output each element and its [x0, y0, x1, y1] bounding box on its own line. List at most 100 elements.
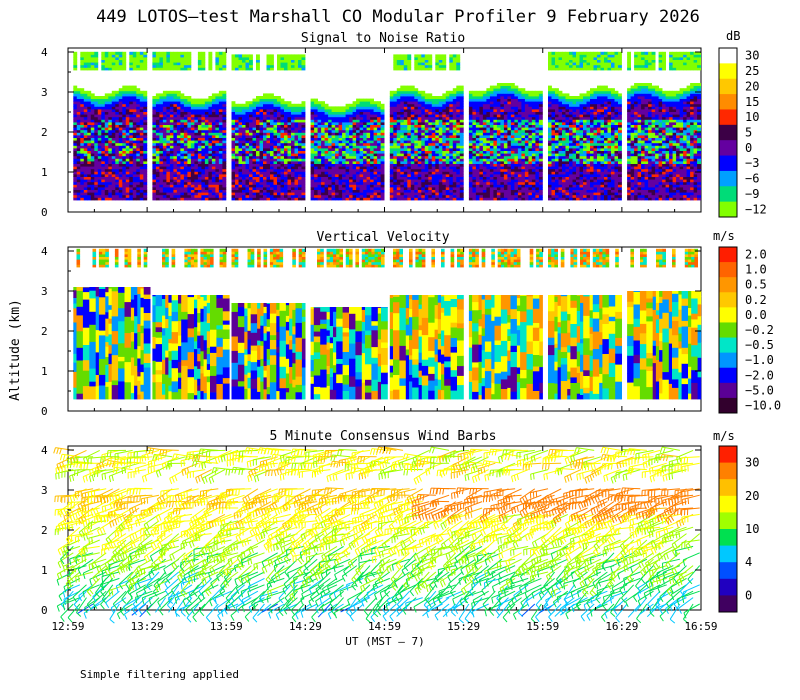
- snr-cell: [331, 122, 336, 125]
- snr-cell: [456, 197, 461, 201]
- snr-cell: [349, 111, 353, 115]
- snr-cell: [90, 135, 95, 138]
- snr-cell: [331, 158, 336, 162]
- snr-cell: [366, 137, 371, 141]
- snr-cell: [83, 163, 88, 167]
- snr-cell: [97, 135, 102, 138]
- snr-cell: [76, 168, 81, 172]
- snr-cell: [459, 114, 464, 118]
- snr-cell: [410, 161, 415, 164]
- snr-cell: [345, 119, 350, 123]
- snr-cell: [166, 64, 171, 68]
- snr-cell: [152, 145, 157, 149]
- snr-cell: [136, 124, 141, 128]
- snr-cell: [183, 116, 188, 120]
- snr-cell: [187, 176, 192, 180]
- snr-cell: [356, 127, 360, 131]
- snr-cell: [180, 161, 185, 164]
- snr-cell: [94, 59, 99, 63]
- snr-cell: [352, 174, 357, 177]
- snr-cell: [421, 163, 426, 167]
- snr-cell: [76, 106, 81, 110]
- snr-cell: [256, 98, 260, 102]
- snr-cell: [101, 103, 106, 107]
- snr-cell: [338, 111, 343, 115]
- snr-cell: [242, 109, 246, 112]
- snr-cell: [277, 101, 281, 105]
- snr-cell: [132, 148, 137, 151]
- snr-cell: [407, 176, 412, 180]
- snr-cell: [139, 197, 144, 201]
- snr-cell: [284, 119, 288, 123]
- snr-cell: [194, 174, 199, 177]
- snr-cell: [380, 150, 385, 154]
- snr-cell: [359, 129, 364, 133]
- snr-cell: [287, 189, 292, 193]
- snr-cell: [129, 93, 134, 97]
- snr-cell: [472, 142, 477, 146]
- snr-cell: [291, 158, 295, 162]
- snr-cell: [139, 179, 144, 183]
- snr-cell: [104, 54, 109, 58]
- snr-cell: [129, 155, 134, 159]
- snr-cell: [129, 158, 134, 162]
- snr-cell: [349, 150, 353, 154]
- snr-cell: [479, 161, 484, 164]
- snr-cell: [235, 153, 239, 157]
- snr-cell: [452, 163, 457, 167]
- snr-cell: [259, 148, 264, 151]
- snr-cell: [125, 174, 130, 177]
- snr-cell: [166, 176, 171, 180]
- snr-cell: [370, 142, 374, 146]
- snr-cell: [445, 106, 450, 110]
- snr-cell: [101, 197, 106, 201]
- snr-cell: [197, 181, 202, 185]
- snr-cell: [393, 132, 398, 136]
- snr-cell: [73, 114, 78, 118]
- snr-cell: [169, 101, 174, 105]
- snr-cell: [277, 124, 281, 128]
- snr-cell: [468, 179, 473, 183]
- snr-cell: [215, 122, 220, 125]
- snr-cell: [83, 62, 88, 66]
- snr-cell: [314, 194, 318, 198]
- snr-cell: [356, 161, 360, 164]
- snr-cell: [97, 137, 102, 141]
- snr-cell: [115, 67, 120, 71]
- snr-cell: [342, 150, 346, 154]
- snr-cell: [162, 194, 167, 198]
- snr-cell: [424, 189, 429, 193]
- snr-cell: [414, 197, 419, 201]
- snr-cell: [111, 197, 116, 201]
- snr-cell: [431, 158, 436, 162]
- snr-cell: [87, 194, 92, 198]
- snr-cell: [356, 187, 360, 190]
- snr-cell: [259, 101, 264, 105]
- snr-cell: [468, 153, 473, 157]
- snr-cell: [442, 132, 447, 136]
- snr-cell: [183, 54, 188, 58]
- snr-cell: [468, 103, 473, 107]
- snr-cell: [94, 163, 99, 167]
- snr-cell: [438, 153, 443, 157]
- snr-cell: [159, 127, 164, 131]
- snr-cell: [449, 158, 454, 162]
- snr-cell: [421, 122, 426, 125]
- snr-cell: [291, 148, 295, 151]
- snr-cell: [475, 171, 480, 175]
- snr-cell: [194, 161, 199, 164]
- snr-cell: [389, 135, 394, 138]
- snr-cell: [468, 137, 473, 141]
- snr-cell: [428, 189, 433, 193]
- snr-cell: [104, 148, 109, 151]
- snr-cell: [410, 111, 415, 115]
- snr-cell: [249, 158, 253, 162]
- snr-cell: [256, 59, 260, 63]
- snr-cell: [287, 145, 292, 149]
- snr-cell: [270, 145, 274, 149]
- snr-cell: [115, 163, 120, 167]
- snr-cell: [396, 90, 401, 94]
- snr-cell: [468, 174, 473, 177]
- snr-cell: [321, 122, 325, 125]
- snr-cell: [97, 153, 102, 157]
